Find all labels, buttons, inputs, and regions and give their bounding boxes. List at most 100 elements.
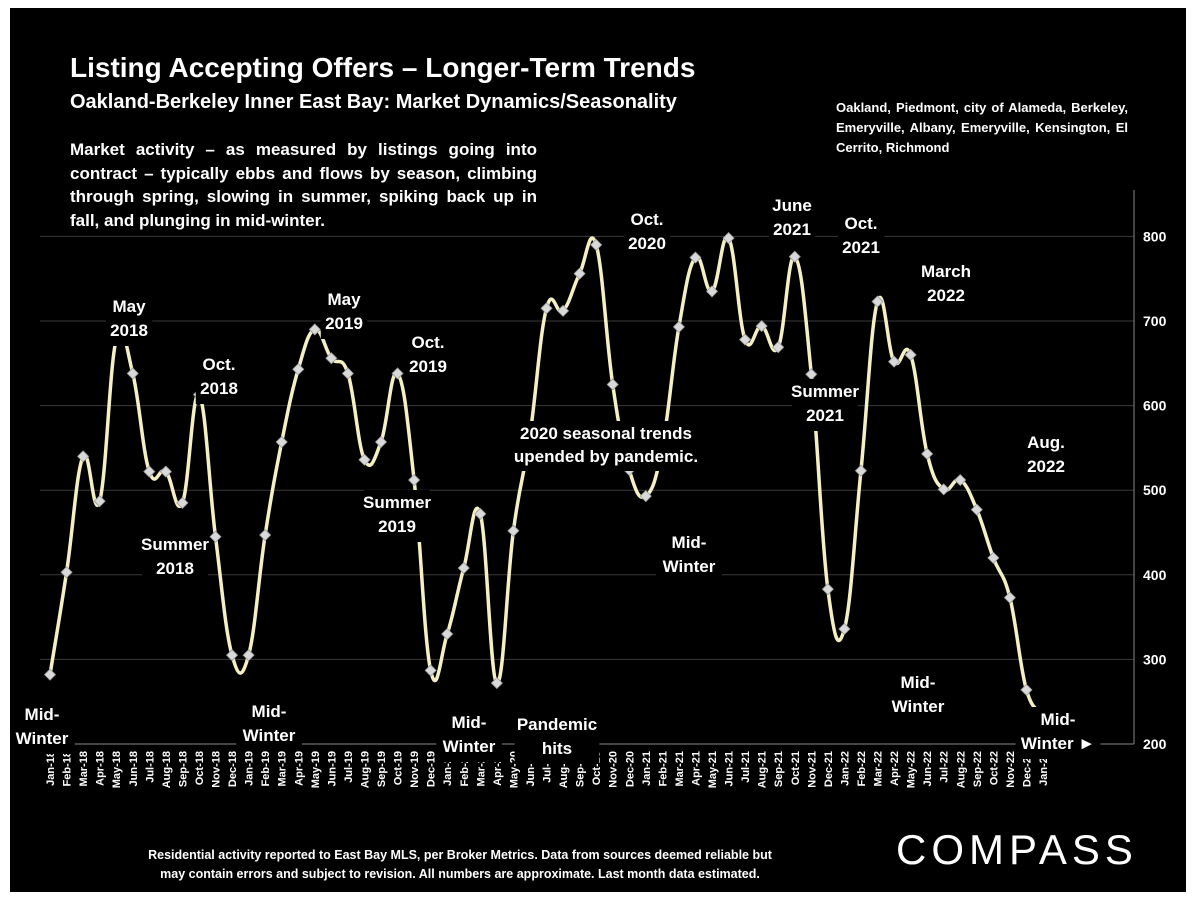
annotation-text: Summer (791, 382, 859, 401)
annotation-text: Aug. (1027, 433, 1065, 452)
data-point (821, 583, 834, 596)
data-point (358, 453, 371, 466)
data-point (805, 368, 818, 381)
x-tick-label: Mar-22 (873, 751, 885, 786)
x-tick-label: Dec-20 (624, 751, 636, 787)
annotation-text: Oct. (630, 210, 663, 229)
annotation-label: Summer 2019 (363, 490, 431, 542)
data-point (987, 551, 1000, 564)
annotation-text: 2018 (110, 321, 148, 340)
footer-line-1: Residential activity reported to East Ba… (148, 848, 772, 862)
annotation-label: March 2022 (918, 259, 974, 311)
annotation-label: Pandemic hits (514, 712, 600, 764)
annotation-text: Mid- (252, 702, 287, 721)
annotation-text: 2020 seasonal trends (520, 424, 692, 443)
gridlines (40, 235, 1134, 660)
x-tick-label: Aug-21 (757, 751, 769, 788)
annotation-bg (918, 259, 974, 311)
data-point (292, 363, 305, 376)
x-tick-label: Sep-21 (773, 751, 785, 787)
x-tick-label: Nov-18 (211, 751, 223, 788)
data-point (755, 320, 768, 333)
annotation-text: Mid- (452, 713, 487, 732)
data-point (424, 664, 437, 677)
annotation-bg (837, 211, 885, 263)
data-point (60, 566, 73, 579)
annotation-label: Oct. 2020 (623, 207, 671, 259)
x-tick-label: Jan-18 (45, 751, 57, 786)
annotation-text: Winter (16, 729, 69, 748)
annotation-bg (792, 379, 858, 431)
data-point (507, 524, 520, 537)
chart-subtitle: Oakland-Berkeley Inner East Bay: Market … (70, 91, 677, 113)
data-point (838, 622, 851, 636)
x-tick-label: Feb-21 (657, 751, 669, 786)
data-point (143, 465, 156, 478)
annotation-text: 2018 (200, 379, 238, 398)
annotation-label: Mid- Winter (656, 530, 722, 582)
annotation-text: Winter (663, 557, 716, 576)
annotation-label: Mid- Winter (10, 702, 75, 754)
annotation-bg (404, 330, 452, 382)
data-point (854, 464, 868, 477)
annotation-text: Oct. (411, 333, 444, 352)
series-line (48, 235, 1045, 716)
data-point (325, 352, 338, 365)
data-point (474, 507, 487, 520)
x-tick-label: Apr-22 (889, 751, 901, 786)
data-point (176, 496, 189, 509)
x-tick-label: Aug-22 (955, 751, 967, 788)
annotation-text: Oct. (202, 355, 235, 374)
x-tick-label: Jan-19 (244, 751, 256, 786)
annotation-text: upended by pandemic. (514, 447, 698, 466)
x-tick-label: Oct-22 (988, 751, 1000, 785)
data-point (159, 465, 172, 478)
x-tick-label: Nov-19 (409, 751, 421, 788)
slide: 200 300 400 500 600 700 800 Jan-18 Feb-18 Mar-18 A… (10, 8, 1186, 892)
data-point (639, 490, 652, 503)
x-tick-label: May-22 (906, 751, 918, 788)
annotation-bg (364, 490, 430, 542)
annotation-label: Mid- Winter ► (1015, 707, 1101, 759)
annotation-text: Pandemic (517, 715, 597, 734)
annotation-label: Mid- Winter (885, 670, 951, 722)
y-tick-label: 500 (1143, 482, 1167, 498)
x-tick-label: Dec-22 (1021, 751, 1033, 787)
data-point (43, 668, 57, 681)
annotation-label: May 2018 (105, 294, 153, 346)
annotation-bg (195, 352, 243, 404)
data-point (970, 503, 983, 516)
data-point (275, 435, 288, 449)
annotation-text: Winter (892, 697, 945, 716)
annotation-bg (656, 530, 722, 582)
x-tick-label: Jun-18 (128, 751, 140, 786)
x-tick-label: Feb-18 (62, 751, 74, 786)
annotation-text: 2022 (927, 286, 965, 305)
annotation-text: 2020 (628, 234, 666, 253)
x-tick-label: Jul-21 (740, 751, 752, 783)
annotation-text: hits (542, 739, 572, 758)
data-point (209, 530, 222, 543)
y-tick-label: 600 (1143, 398, 1167, 414)
data-point (921, 447, 934, 460)
data-point (126, 367, 139, 380)
x-tick-label: Oct-21 (790, 751, 802, 785)
annotations: Mid- Winter May 2018 Summer 2018 Oct. 2018 Mid- W… (10, 193, 1101, 764)
data-point (408, 473, 421, 487)
data-point (672, 320, 685, 333)
data-point (954, 473, 967, 487)
data-point (937, 483, 950, 496)
x-tick-label: Feb-19 (260, 751, 272, 786)
x-tick-label: Mar-18 (78, 751, 90, 786)
data-point (573, 267, 586, 280)
annotation-text: 2019 (409, 357, 447, 376)
footer-line-2: may contain errors and subject to revisi… (160, 867, 760, 881)
annotation-label: 2020 seasonal trends upended by pandemic. (506, 421, 706, 471)
compass-logo: COMPASS (896, 826, 1138, 873)
annotation-text: 2021 (842, 238, 880, 257)
annotation-text: Mid- (901, 673, 936, 692)
annotation-text: March (921, 262, 971, 281)
y-tick-label: 800 (1143, 228, 1167, 244)
annotation-label: June 2021 (768, 193, 816, 245)
x-tick-label: Apr-18 (95, 751, 107, 786)
